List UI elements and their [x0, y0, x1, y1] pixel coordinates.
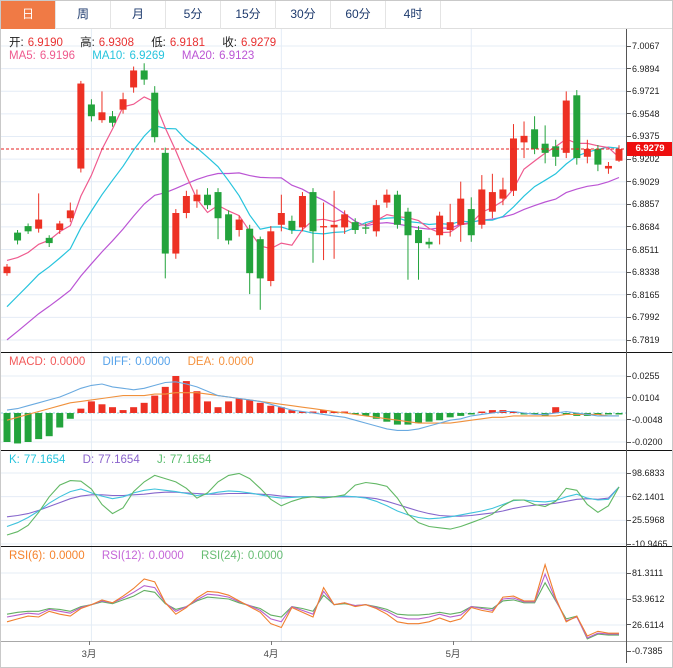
x-axis-label-april: 4月 — [263, 649, 279, 660]
axis-tick — [627, 203, 631, 205]
axis-label: 6.8165 — [632, 289, 660, 300]
axis-tick — [627, 572, 631, 574]
axis-tick — [627, 113, 631, 115]
axis-tick — [627, 158, 631, 160]
axis-label: 25.5968 — [632, 515, 665, 526]
axis-tick — [627, 135, 631, 137]
axis-tick — [627, 294, 631, 296]
x-axis-tick — [271, 641, 272, 645]
axis-label: 6.7992 — [632, 312, 660, 323]
axis-label: 6.9721 — [632, 86, 660, 97]
panel-separator — [1, 546, 672, 547]
axis-tick — [627, 226, 631, 228]
axis-tick — [627, 45, 631, 47]
x-axis-label-may: 5月 — [445, 649, 461, 660]
tab-60min[interactable]: 60分 — [331, 1, 386, 29]
kdj-panel-canvas[interactable] — [1, 451, 626, 547]
axis-label: 6.8338 — [632, 267, 660, 278]
axis-tick — [627, 472, 631, 474]
axis-label: 98.6833 — [632, 468, 665, 478]
axis-label: 6.8511 — [632, 244, 659, 255]
axis-label: 6.9894 — [632, 63, 660, 74]
tab-week[interactable]: 周 — [56, 1, 111, 29]
macd-panel-canvas[interactable] — [1, 353, 626, 451]
axis-label: 6.8857 — [632, 199, 660, 210]
axis-label: 6.9029 — [632, 176, 660, 187]
axis-label: 62.1401 — [632, 491, 665, 502]
tab-4hour[interactable]: 4时 — [386, 1, 441, 29]
x-axis-tick — [89, 641, 90, 645]
axis-tick — [627, 249, 631, 251]
axis-tick — [627, 90, 631, 92]
tab-15min[interactable]: 15分 — [221, 1, 276, 29]
axis-tick — [627, 68, 631, 70]
axis-label: -0.0200 — [632, 437, 663, 447]
axis-tick — [627, 316, 631, 318]
axis-label: -0.7385 — [632, 646, 663, 656]
axis-label: 6.8684 — [632, 221, 660, 232]
axis-label: 53.9612 — [632, 594, 665, 604]
axis-tick — [627, 419, 631, 421]
axis-label: 26.6114 — [632, 619, 664, 630]
axis-tick — [627, 441, 631, 443]
tab-day[interactable]: 日 — [1, 1, 56, 29]
x-axis-label-march: 3月 — [81, 649, 97, 660]
axis-tick — [627, 519, 631, 521]
axis-label: 6.9375 — [632, 131, 660, 142]
axis-tick — [627, 598, 631, 600]
panel-separator — [1, 352, 672, 353]
x-axis-tick — [453, 641, 454, 645]
axis-tick — [627, 375, 631, 377]
axis-label: 0.0104 — [632, 392, 660, 403]
axis-tick — [627, 397, 631, 399]
axis-label: 6.9548 — [632, 108, 660, 119]
axis-tick — [627, 271, 631, 273]
period-tabbar: 日 周 月 5分 15分 30分 60分 4时 — [1, 1, 672, 29]
axis-label: 7.0067 — [632, 41, 660, 51]
axis-tick — [627, 650, 631, 652]
axis-tick — [627, 624, 631, 626]
axis-label: 6.7819 — [632, 335, 660, 345]
tab-30min[interactable]: 30分 — [276, 1, 331, 29]
axis-label: -0.0048 — [632, 414, 663, 425]
axis-label: 0.0255 — [632, 371, 660, 381]
rsi-panel-canvas[interactable] — [1, 547, 626, 641]
tab-5min[interactable]: 5分 — [166, 1, 221, 29]
axis-label: 6.9202 — [632, 154, 660, 165]
axis-tick — [627, 181, 631, 183]
axis-tick — [627, 339, 631, 341]
axis-label: 81.3111 — [632, 568, 664, 578]
axis-label: -10.9465 — [632, 539, 668, 549]
axis-tick — [627, 543, 631, 545]
axis-tick — [627, 496, 631, 498]
tab-month[interactable]: 月 — [111, 1, 166, 29]
panel-separator — [1, 641, 672, 642]
panel-separator — [1, 450, 672, 451]
right-axis-line — [626, 29, 627, 663]
candlestick-chart-canvas[interactable] — [1, 29, 626, 353]
current-price-badge: 6.9279 — [627, 142, 672, 157]
